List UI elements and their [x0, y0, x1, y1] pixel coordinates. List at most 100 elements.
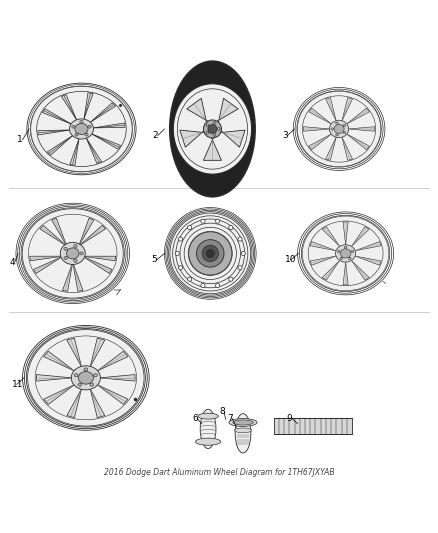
- Polygon shape: [346, 108, 369, 124]
- Ellipse shape: [72, 125, 75, 128]
- Polygon shape: [310, 256, 336, 265]
- Ellipse shape: [213, 122, 216, 124]
- Polygon shape: [348, 127, 375, 131]
- Ellipse shape: [351, 251, 354, 253]
- Ellipse shape: [202, 245, 219, 262]
- Ellipse shape: [329, 120, 349, 138]
- Polygon shape: [38, 130, 70, 135]
- Ellipse shape: [217, 127, 220, 131]
- Polygon shape: [79, 225, 106, 246]
- Ellipse shape: [336, 245, 356, 262]
- Polygon shape: [30, 256, 63, 261]
- Polygon shape: [44, 351, 74, 371]
- Polygon shape: [342, 98, 353, 121]
- Ellipse shape: [67, 248, 79, 259]
- Polygon shape: [217, 128, 245, 147]
- Ellipse shape: [213, 134, 216, 136]
- Polygon shape: [203, 134, 222, 160]
- Ellipse shape: [336, 122, 338, 124]
- Text: 8: 8: [219, 407, 225, 416]
- Ellipse shape: [80, 252, 83, 255]
- Text: 5: 5: [151, 255, 157, 264]
- Bar: [274, 418, 352, 434]
- Polygon shape: [309, 108, 332, 124]
- Ellipse shape: [302, 216, 389, 290]
- Ellipse shape: [189, 232, 232, 275]
- Ellipse shape: [215, 284, 220, 288]
- Polygon shape: [67, 338, 81, 367]
- Ellipse shape: [64, 256, 67, 260]
- Ellipse shape: [201, 284, 205, 288]
- Ellipse shape: [340, 249, 351, 258]
- Ellipse shape: [60, 243, 85, 264]
- Polygon shape: [40, 225, 67, 246]
- Ellipse shape: [297, 91, 381, 167]
- Ellipse shape: [229, 418, 257, 426]
- Ellipse shape: [308, 221, 383, 286]
- Text: 10: 10: [286, 255, 297, 264]
- Ellipse shape: [195, 438, 221, 445]
- Ellipse shape: [238, 265, 242, 270]
- Ellipse shape: [78, 372, 93, 384]
- Polygon shape: [346, 134, 369, 150]
- Ellipse shape: [70, 119, 93, 139]
- Ellipse shape: [75, 124, 88, 134]
- Text: 3: 3: [283, 131, 288, 140]
- Ellipse shape: [80, 120, 83, 123]
- Text: 1: 1: [17, 135, 23, 144]
- Polygon shape: [97, 351, 128, 371]
- Ellipse shape: [238, 237, 242, 241]
- Ellipse shape: [206, 124, 209, 127]
- Ellipse shape: [201, 219, 205, 223]
- Text: 6: 6: [192, 414, 198, 423]
- Text: 7: 7: [227, 414, 233, 423]
- Polygon shape: [82, 256, 112, 273]
- Ellipse shape: [344, 246, 347, 248]
- Polygon shape: [355, 256, 381, 265]
- Polygon shape: [187, 98, 211, 126]
- Ellipse shape: [170, 61, 255, 197]
- Ellipse shape: [84, 368, 88, 371]
- Ellipse shape: [28, 214, 117, 293]
- Ellipse shape: [343, 124, 346, 126]
- Ellipse shape: [35, 336, 137, 420]
- Text: 2016 Dodge Dart Aluminum Wheel Diagram for 1TH67JXYAB: 2016 Dodge Dart Aluminum Wheel Diagram f…: [104, 468, 334, 477]
- Polygon shape: [93, 123, 125, 128]
- Polygon shape: [73, 262, 83, 292]
- Polygon shape: [352, 227, 369, 246]
- Polygon shape: [92, 134, 120, 149]
- Text: 2: 2: [152, 131, 158, 140]
- Polygon shape: [343, 222, 348, 245]
- Polygon shape: [355, 241, 381, 251]
- Polygon shape: [90, 103, 116, 122]
- Polygon shape: [84, 93, 93, 119]
- Ellipse shape: [208, 124, 217, 133]
- Ellipse shape: [64, 247, 67, 251]
- Ellipse shape: [74, 245, 77, 247]
- Polygon shape: [326, 137, 336, 160]
- Polygon shape: [86, 138, 102, 163]
- Ellipse shape: [229, 225, 233, 230]
- Ellipse shape: [74, 259, 77, 262]
- Ellipse shape: [235, 414, 251, 453]
- Polygon shape: [61, 95, 77, 120]
- Ellipse shape: [173, 84, 251, 174]
- Polygon shape: [322, 261, 340, 280]
- Ellipse shape: [94, 374, 97, 377]
- Ellipse shape: [71, 366, 100, 390]
- Polygon shape: [342, 137, 353, 160]
- Ellipse shape: [178, 265, 183, 270]
- Ellipse shape: [349, 257, 351, 260]
- Ellipse shape: [336, 134, 338, 136]
- Polygon shape: [180, 128, 208, 147]
- Ellipse shape: [78, 383, 82, 386]
- Polygon shape: [63, 262, 73, 292]
- Polygon shape: [70, 139, 79, 165]
- Ellipse shape: [198, 413, 218, 419]
- Ellipse shape: [187, 225, 192, 230]
- Ellipse shape: [229, 277, 233, 281]
- Ellipse shape: [177, 89, 247, 169]
- Polygon shape: [322, 227, 340, 246]
- Text: 4: 4: [10, 257, 15, 266]
- Ellipse shape: [215, 219, 220, 223]
